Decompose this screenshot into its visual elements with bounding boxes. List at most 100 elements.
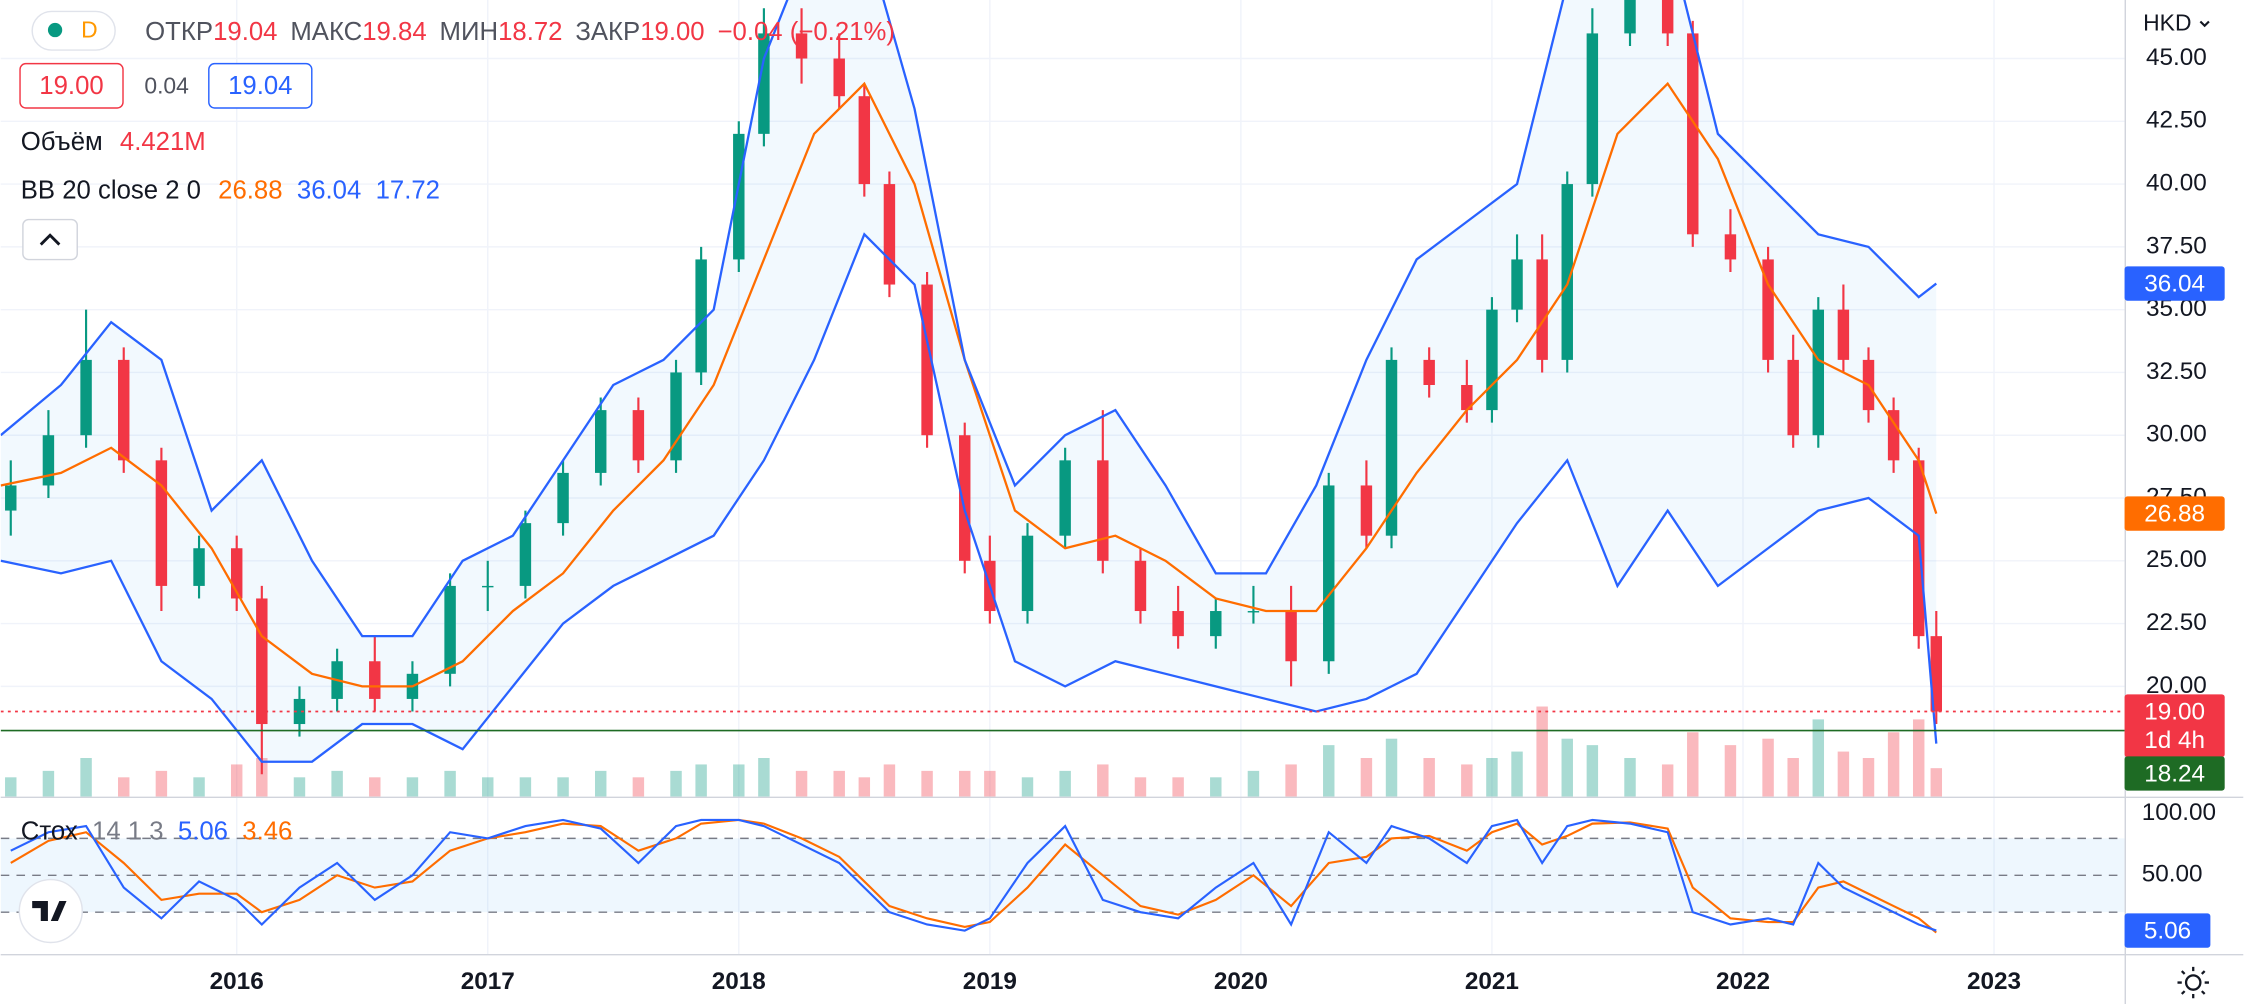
y-tick-label: 25.00 [2146, 546, 2207, 573]
candle-body [1762, 259, 1774, 360]
volume-bar [1862, 758, 1875, 797]
x-tick-label: 2020 [1214, 968, 1268, 995]
x-tick-label: 2019 [963, 968, 1017, 995]
y-tick-label: 100.00 [2142, 799, 2216, 826]
volume-bar [1059, 770, 1071, 797]
candle-body [155, 460, 168, 586]
price-marker-sublabel: 1d 4h [2144, 727, 2205, 754]
price-marker [2124, 694, 2225, 758]
candle-body [193, 548, 205, 586]
candle-body [1134, 560, 1147, 612]
volume-bar [1536, 706, 1548, 797]
logo[interactable] [18, 878, 83, 944]
volume-bar [1837, 751, 1850, 797]
volume-bar [118, 777, 130, 797]
candle-body [632, 410, 645, 461]
currency[interactable]: HKD [2143, 9, 2191, 35]
status-pill[interactable] [31, 10, 116, 51]
currency-chevron [2199, 20, 2210, 28]
ohlc-legend: ОТКР19.04 МАКС19.84 МИН18.72 ЗАКР19.00 −… [145, 18, 895, 46]
volume-legend: Объём 4.421M [21, 128, 206, 156]
volume-bar [1360, 758, 1373, 797]
spread: 0.04 [144, 72, 189, 98]
candle-body [1461, 385, 1473, 411]
candle-body [1210, 611, 1222, 637]
volume-bar [1285, 764, 1297, 797]
price-marker-label: 19.00 [2144, 698, 2205, 725]
price-marker [2124, 266, 2225, 301]
volume-bar [632, 777, 645, 797]
stoch-name: Стох [21, 817, 78, 845]
candle-body [1930, 636, 1943, 712]
candle-body [1059, 460, 1071, 536]
volume-bar [331, 770, 343, 797]
collapse-button[interactable] [22, 218, 78, 261]
volume-bar [670, 770, 682, 797]
volume-bar [1787, 758, 1799, 797]
volume-bar [1930, 768, 1943, 797]
candle-body [1385, 359, 1398, 536]
settings-icon[interactable] [2177, 966, 2209, 999]
bb-upper: 36.04 [297, 176, 361, 204]
candle-body [1097, 460, 1109, 561]
candle-body [695, 259, 707, 373]
stoch-marker [2124, 913, 2211, 948]
candle-body [1812, 309, 1825, 436]
ask: 19.04 [228, 72, 292, 100]
candle-body [256, 598, 268, 725]
stoch-params: 14 1 3 [92, 817, 164, 845]
volume-bar [733, 764, 745, 797]
volume-bar [1461, 764, 1473, 797]
y-tick-label: 37.50 [2146, 232, 2207, 259]
volume-bar [1812, 719, 1825, 797]
bb-name: BB 20 close 2 0 [21, 176, 201, 204]
volume-bar [5, 777, 17, 797]
candle-body [1423, 359, 1435, 386]
candle-body [519, 523, 532, 586]
bb-fill [0, 0, 1937, 762]
bb-line [0, 232, 1938, 763]
volume-bar [293, 777, 306, 797]
sell-button[interactable] [19, 62, 124, 109]
x-tick-label: 2017 [461, 968, 515, 995]
candle-body [482, 585, 494, 588]
y-tick-label: 42.50 [2146, 107, 2207, 134]
interval: D [81, 17, 98, 43]
y-tick-label: 30.00 [2146, 421, 2207, 448]
volume-bar [758, 758, 770, 797]
candle-body [293, 698, 306, 725]
candle-body [1511, 259, 1523, 310]
y-tick-label: 32.50 [2146, 358, 2207, 385]
volume-value: 4.421M [120, 128, 206, 156]
volume-bar [1724, 745, 1737, 797]
candle-body [1172, 611, 1184, 637]
candle-body [921, 284, 933, 436]
candle-body [230, 548, 243, 599]
bb-legend: BB 20 close 2 0 26.88 36.04 17.72 [21, 176, 440, 204]
y-tick-label: 40.00 [2146, 170, 2207, 197]
buy-button[interactable] [208, 62, 313, 109]
candle-body [1687, 33, 1699, 235]
bb-line [0, 81, 1938, 688]
volume-bar [1511, 751, 1523, 797]
volume-bar [519, 777, 532, 797]
candle-body [1360, 485, 1373, 536]
candle-body [833, 58, 845, 97]
bid: 19.00 [39, 72, 103, 100]
volume-bar [406, 777, 419, 797]
volume-bar [1912, 719, 1925, 797]
volume-bar [230, 764, 243, 797]
high-value: 19.84 [362, 18, 426, 46]
open-label: ОТКР [145, 18, 213, 46]
volume-bar [984, 770, 996, 797]
candle-body [670, 372, 682, 461]
x-tick-label: 2021 [1465, 968, 1519, 995]
volume-bar [1385, 738, 1398, 797]
volume-bar [256, 758, 268, 797]
stoch-line [10, 818, 1937, 932]
candle-body [595, 410, 607, 473]
candle-body [959, 435, 971, 561]
status-dot [47, 22, 63, 38]
chevron-icon [39, 233, 61, 246]
y-tick-label: 45.00 [2146, 44, 2207, 71]
